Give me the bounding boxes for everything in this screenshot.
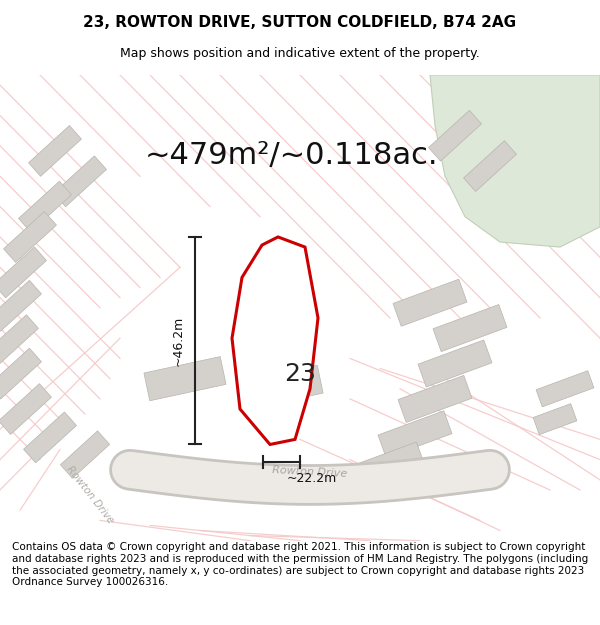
- Polygon shape: [19, 181, 71, 232]
- Polygon shape: [247, 366, 323, 408]
- Polygon shape: [53, 156, 106, 207]
- Polygon shape: [433, 304, 507, 352]
- Text: Rowton Drive: Rowton Drive: [64, 464, 116, 526]
- Polygon shape: [29, 126, 82, 176]
- Polygon shape: [61, 431, 110, 478]
- Polygon shape: [464, 141, 517, 191]
- Polygon shape: [0, 348, 41, 399]
- Polygon shape: [0, 247, 46, 298]
- Polygon shape: [355, 442, 425, 488]
- Polygon shape: [398, 376, 472, 423]
- Polygon shape: [144, 357, 226, 401]
- Polygon shape: [536, 371, 594, 407]
- Polygon shape: [428, 111, 481, 161]
- Text: Map shows position and indicative extent of the property.: Map shows position and indicative extent…: [120, 48, 480, 61]
- Text: ~479m²/~0.118ac.: ~479m²/~0.118ac.: [145, 141, 439, 170]
- Polygon shape: [232, 237, 318, 444]
- Polygon shape: [393, 279, 467, 326]
- Polygon shape: [23, 412, 76, 462]
- Text: 23, ROWTON DRIVE, SUTTON COLDFIELD, B74 2AG: 23, ROWTON DRIVE, SUTTON COLDFIELD, B74 …: [83, 15, 517, 30]
- Text: ~46.2m: ~46.2m: [172, 316, 185, 366]
- Polygon shape: [418, 340, 492, 387]
- Polygon shape: [4, 211, 56, 262]
- Text: Contains OS data © Crown copyright and database right 2021. This information is : Contains OS data © Crown copyright and d…: [12, 542, 588, 587]
- Text: Rowton Drive: Rowton Drive: [272, 465, 348, 479]
- Polygon shape: [378, 411, 452, 458]
- Polygon shape: [533, 404, 577, 434]
- Polygon shape: [0, 315, 38, 366]
- Polygon shape: [0, 384, 52, 434]
- Polygon shape: [430, 75, 600, 247]
- Polygon shape: [0, 281, 41, 331]
- Text: ~22.2m: ~22.2m: [287, 472, 337, 485]
- Text: 23: 23: [284, 362, 316, 386]
